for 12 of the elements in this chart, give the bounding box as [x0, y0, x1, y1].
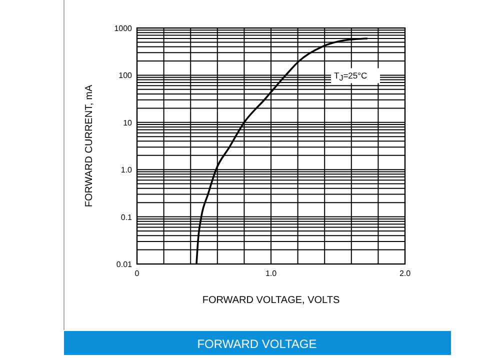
text: FORWARD VOLTAGE — [197, 337, 317, 351]
x-tick-label: 2.0 — [399, 269, 412, 278]
y-tick-label: 10 — [123, 118, 133, 128]
y-tick-label: 0.1 — [120, 212, 133, 222]
y-tick-label: 100 — [118, 71, 133, 80]
y-tick-label: 1.0 — [120, 166, 133, 175]
y-axis-title: FORWARD CURRENT, mA — [84, 84, 95, 208]
x-tick-label: 1.0 — [265, 269, 278, 278]
y-tick-label: 1000 — [114, 24, 133, 33]
x-axis-title: FORWARD VOLTAGE, VOLTS — [202, 295, 340, 306]
x-tick-label: 0 — [134, 269, 140, 278]
y-tick-label: 0.01 — [116, 260, 133, 269]
